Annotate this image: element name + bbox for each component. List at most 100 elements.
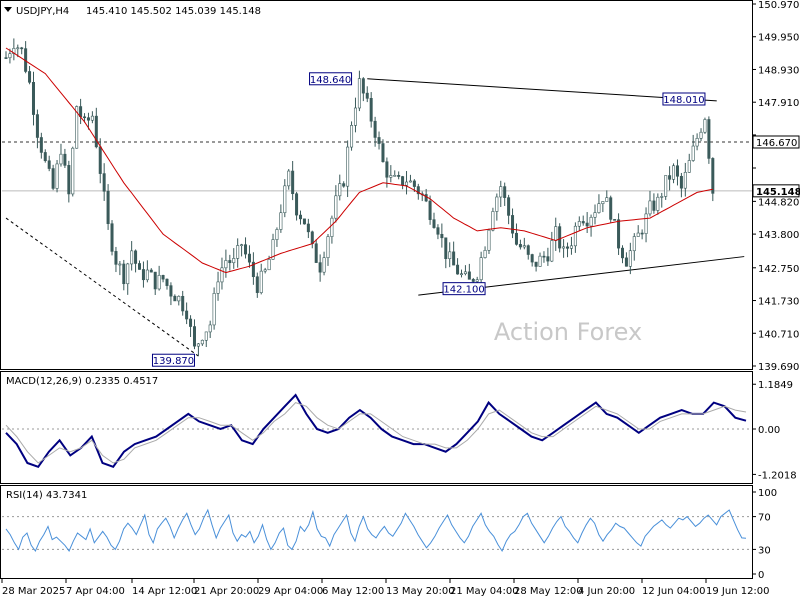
macd-tick-label: 1.1849 <box>758 380 793 391</box>
candle-body <box>149 269 153 273</box>
macd-signal-line <box>5 402 747 464</box>
price-annotation-box <box>309 72 353 86</box>
candle-body <box>67 165 71 195</box>
candle-body <box>491 211 495 231</box>
candle-body <box>675 165 679 177</box>
candle-body <box>628 250 632 267</box>
candle-body <box>687 160 691 173</box>
macd-title: MACD(12,26,9) 0.2335 0.4517 <box>6 376 158 387</box>
price-tick-label: 149.950 <box>758 33 799 44</box>
time-tick-label: 28 May 12:00 <box>514 586 583 597</box>
candle-body <box>589 216 593 227</box>
time-tick-label: 7 Apr 04:00 <box>66 586 125 597</box>
candle-body <box>189 318 193 327</box>
candle-body <box>236 245 240 259</box>
candle-body <box>138 263 142 270</box>
last-price-label: 145.148 <box>756 187 800 198</box>
candle-body <box>326 236 330 259</box>
candle-body <box>432 219 436 228</box>
candle-body <box>514 232 518 245</box>
candle-body <box>620 247 624 259</box>
candle-body <box>577 221 581 227</box>
candle-body <box>47 160 51 169</box>
candle-body <box>436 227 440 235</box>
candle-body <box>672 165 676 180</box>
candle-body <box>75 106 79 149</box>
candle-body <box>542 255 546 258</box>
candle-body <box>263 269 267 272</box>
rsi-line <box>5 508 747 553</box>
candle-body <box>703 119 707 133</box>
candle-body <box>322 257 326 273</box>
candle-body <box>267 259 271 271</box>
price-annotation-label: 148.010 <box>663 95 704 106</box>
price-tick-label: 142.750 <box>758 264 799 275</box>
candle-body <box>456 264 460 275</box>
candle-body <box>255 276 259 293</box>
candle-body <box>216 281 220 294</box>
candle-body <box>605 197 609 202</box>
candle-body <box>534 261 538 267</box>
candle-body <box>220 267 224 283</box>
candle-body <box>98 146 102 174</box>
candle-body <box>283 185 287 214</box>
candle-body <box>134 250 138 264</box>
candle-body <box>459 273 463 276</box>
candle-body <box>522 245 526 248</box>
candle-body <box>114 251 118 265</box>
candle-body <box>118 263 122 266</box>
candle-body <box>240 244 244 246</box>
candle-body <box>181 295 185 312</box>
candle-body <box>377 137 381 144</box>
candle-body <box>196 343 200 347</box>
candle-body <box>192 326 196 347</box>
candle-body <box>299 214 303 220</box>
candle-body <box>361 78 365 94</box>
candle-body <box>397 175 401 177</box>
candle-body <box>16 47 20 50</box>
dropdown-triangle-icon[interactable] <box>4 7 12 12</box>
candle-body <box>86 117 90 121</box>
time-tick-label: 12 Jun 04:00 <box>642 586 706 597</box>
candle-body <box>381 143 385 163</box>
candle-body <box>20 47 24 50</box>
candle-body <box>644 213 648 234</box>
candle-body <box>122 263 126 285</box>
candle-body <box>467 271 471 280</box>
candle-body <box>373 120 377 138</box>
symbol-label: USDJPY,H4 <box>16 6 69 17</box>
candle-body <box>660 196 664 198</box>
candle-body <box>279 212 283 230</box>
candle-body <box>153 271 157 290</box>
time-tick-label: 4 Jun 20:00 <box>578 586 635 597</box>
candle-body <box>695 138 699 147</box>
candle-body <box>295 193 299 216</box>
candle-body <box>503 186 507 198</box>
candle-body <box>173 295 177 302</box>
candle-body <box>632 236 636 252</box>
candle-body <box>204 331 208 341</box>
rsi-tick-label: 70 <box>758 513 771 524</box>
price-tick-label: 147.910 <box>758 98 799 109</box>
candle-body <box>648 200 652 215</box>
candle-body <box>185 310 189 320</box>
candle-body <box>593 212 597 218</box>
candle-body <box>613 219 617 221</box>
candle-body <box>287 170 291 187</box>
candle-body <box>487 229 491 251</box>
candle-body <box>334 195 338 219</box>
candle-body <box>550 240 554 262</box>
candle-body <box>518 244 522 248</box>
candle-body <box>31 81 35 115</box>
candle-body <box>228 260 232 264</box>
rsi-tick-label: 100 <box>758 488 777 499</box>
candle-body <box>259 270 263 293</box>
candle-body <box>601 201 605 204</box>
candle-body <box>412 180 416 187</box>
candle-body <box>448 251 452 259</box>
candle-body <box>640 232 644 235</box>
price-annotation-box <box>442 282 486 296</box>
candle-body <box>652 200 656 211</box>
candle-body <box>511 215 515 234</box>
